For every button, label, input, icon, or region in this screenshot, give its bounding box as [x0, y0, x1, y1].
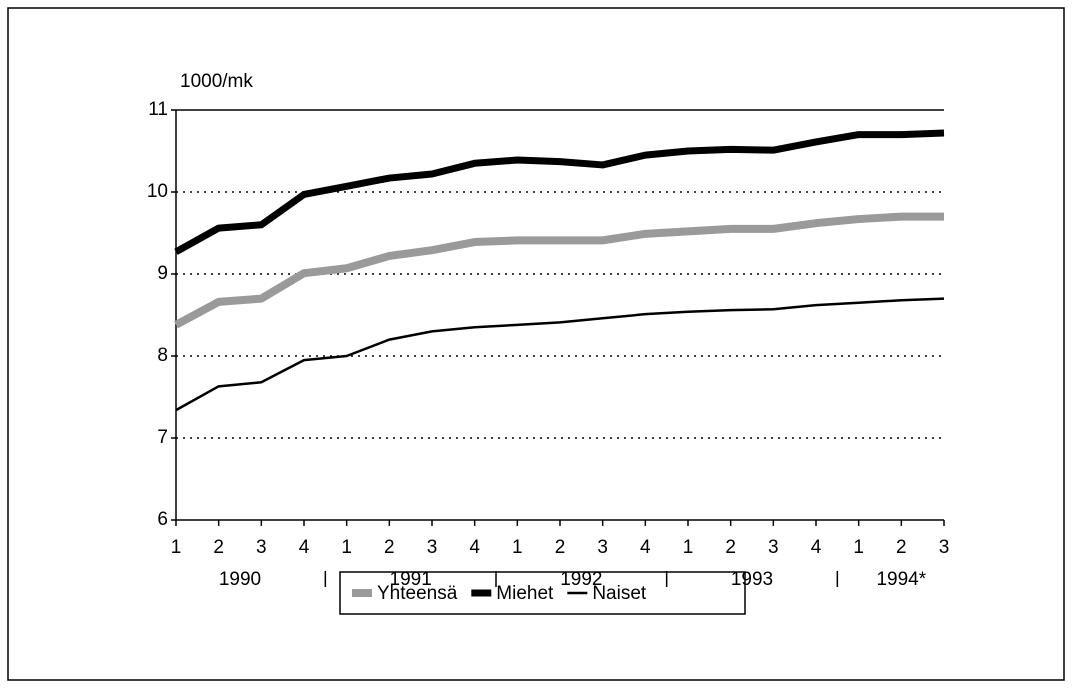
- series-line: [175, 297, 945, 412]
- y-tick-label: 6: [157, 509, 168, 530]
- x-tick-label: 1: [853, 537, 864, 558]
- legend-box: [339, 571, 746, 615]
- legend-label: Naiset: [592, 583, 647, 604]
- x-tick-label: 2: [555, 537, 566, 558]
- x-tick-label: 2: [213, 537, 224, 558]
- x-tick-label: 3: [939, 537, 950, 558]
- x-tick-label: 4: [299, 537, 310, 558]
- group-label: 1993: [731, 569, 773, 590]
- x-tick-label: 1: [171, 537, 182, 558]
- y-tick-label: 10: [147, 181, 168, 202]
- y-tick-label: 8: [157, 345, 168, 366]
- y-tick-label: 7: [157, 427, 168, 448]
- group-label: 1994*: [876, 569, 926, 590]
- x-tick-label: 3: [256, 537, 267, 558]
- x-tick-label: 1: [512, 537, 523, 558]
- x-tick-label: 2: [725, 537, 736, 558]
- x-tick-label: 1: [341, 537, 352, 558]
- legend-label: Miehet: [496, 583, 554, 604]
- x-tick-label: 4: [640, 537, 651, 558]
- x-tick-label: 2: [384, 537, 395, 558]
- x-tick-label: 4: [469, 537, 480, 558]
- x-tick-label: 3: [768, 537, 779, 558]
- x-tick-label: 1: [683, 537, 694, 558]
- x-tick-label: 3: [597, 537, 608, 558]
- y-axis-label: 1000/mk: [180, 71, 253, 92]
- series-line: [174, 212, 944, 329]
- group-label: 1991: [390, 569, 432, 590]
- series-line: [174, 129, 945, 255]
- group-label: 1990: [219, 569, 261, 590]
- group-label: 1992: [560, 569, 602, 590]
- x-tick-label: 3: [427, 537, 438, 558]
- y-tick-label: 11: [148, 99, 168, 120]
- x-tick-label: 2: [896, 537, 907, 558]
- x-tick-label: 4: [811, 537, 822, 558]
- y-tick-label: 9: [157, 263, 168, 284]
- legend-label: Yhteensä: [377, 583, 458, 604]
- frame: [7, 7, 1065, 681]
